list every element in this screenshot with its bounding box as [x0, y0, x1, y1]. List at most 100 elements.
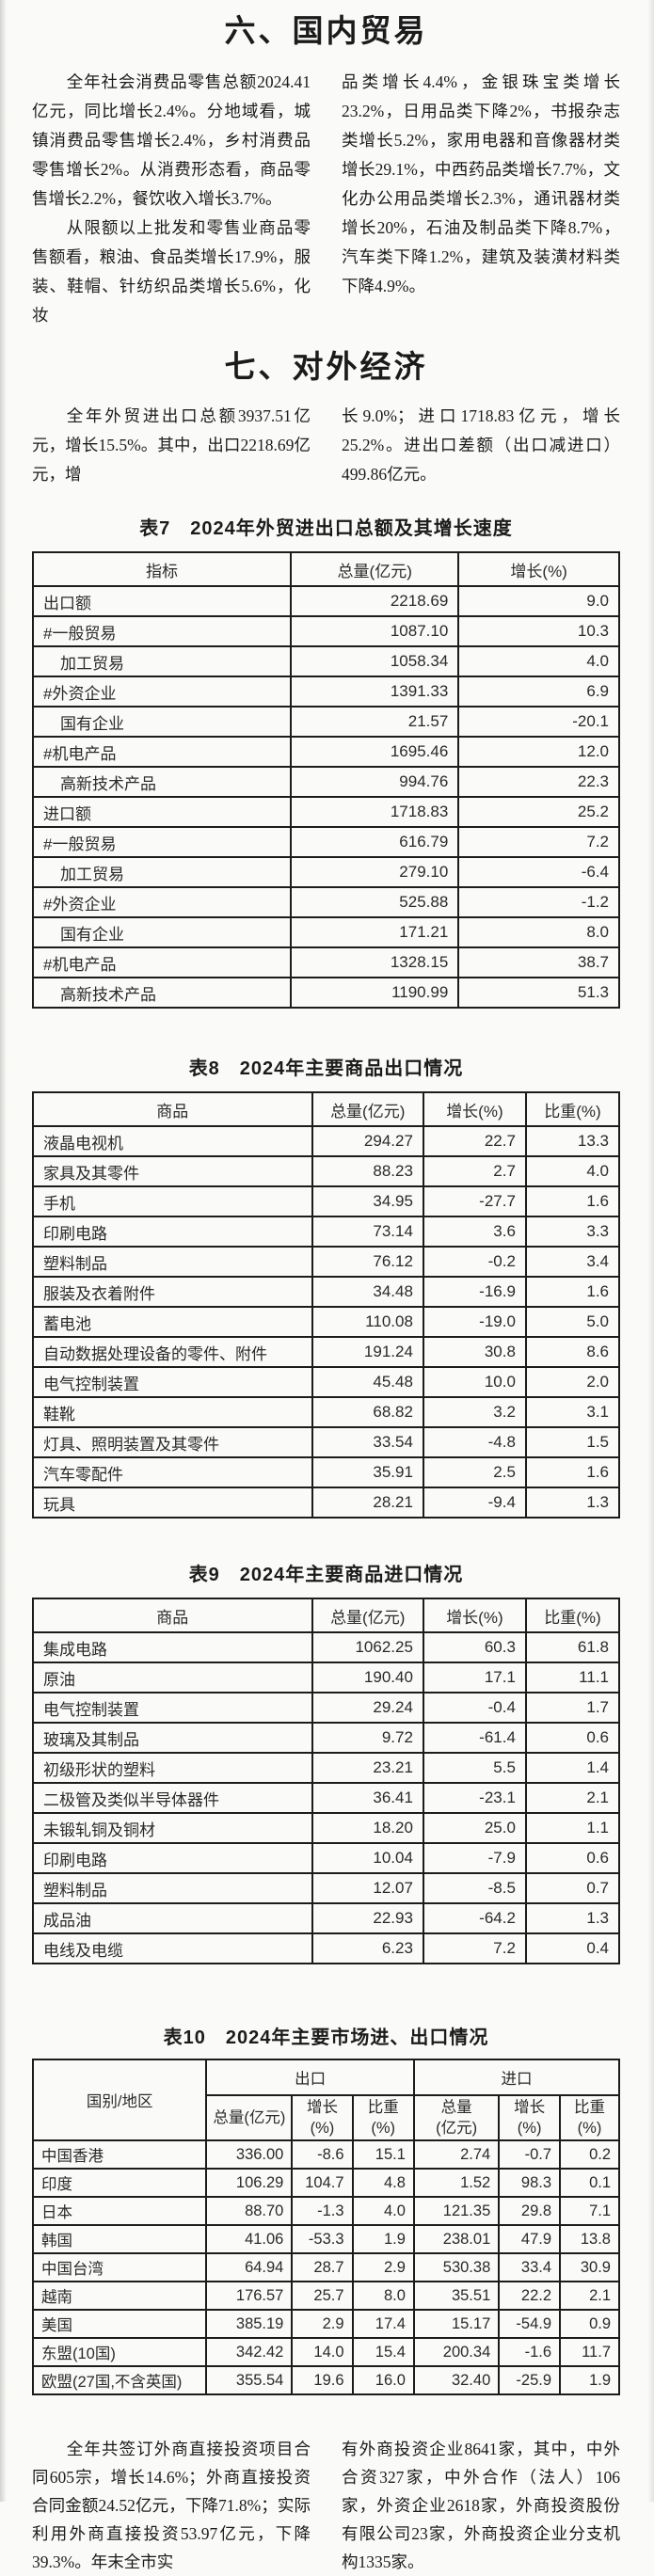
row-label-cell: 集成电路: [32, 1631, 313, 1663]
value-cell: 110.08: [311, 1306, 424, 1338]
table-row: #外资企业 525.88 -1.2: [31, 886, 620, 918]
value-cell: 176.57: [205, 2281, 294, 2311]
value-cell: -8.5: [422, 1872, 527, 1904]
value-cell: 13.3: [524, 1125, 621, 1157]
row-label-cell: 加工贸易: [31, 856, 293, 888]
row-label-cell: 未锻轧铜及铜材: [32, 1812, 313, 1844]
value-cell: 5.0: [524, 1306, 621, 1338]
value-cell: 4.0: [457, 645, 620, 677]
value-cell: 22.7: [422, 1125, 527, 1157]
value-cell: 25.0: [422, 1812, 527, 1844]
foreign-investment-text-block: 全年共签订外商直接投资项目合同605宗，增长14.6%；外商直接投资合同金额24…: [32, 2435, 620, 2576]
value-cell: 7.2: [422, 1932, 527, 1964]
table-row: #外资企业 1391.33 6.9: [31, 676, 620, 708]
value-cell: 76.12: [311, 1246, 424, 1278]
table-row: #一般贸易 616.79 7.2: [31, 826, 620, 858]
value-cell: 3.1: [524, 1396, 621, 1428]
value-cell: -0.2: [422, 1246, 527, 1278]
value-cell: 0.2: [559, 2139, 620, 2170]
value-cell: -27.7: [422, 1185, 527, 1217]
value-cell: 1.6: [524, 1276, 621, 1308]
row-label-cell: 自动数据处理设备的零件、附件: [32, 1336, 313, 1368]
value-cell: 6.23: [311, 1932, 424, 1964]
table-row: 进口额 1718.83 25.2: [31, 796, 620, 828]
header-country-region: 国别/地区: [31, 2059, 208, 2141]
row-label-cell: #一般贸易: [31, 615, 293, 647]
value-cell: 530.38: [412, 2252, 501, 2282]
section-heading-domestic-trade: 六、国内贸易: [224, 15, 428, 49]
value-cell: 13.8: [559, 2224, 620, 2254]
paragraph: 品类增长4.4%，金银珠宝类增长23.2%，日用品类下降2%，书报杂志类增长5.…: [342, 72, 620, 295]
value-cell: 2.74: [412, 2139, 501, 2170]
table-row: 加工贸易 1058.34 4.0: [31, 645, 620, 677]
value-cell: 616.79: [290, 826, 460, 858]
table-row: 加工贸易 279.10 -6.4: [31, 856, 620, 888]
value-cell: 88.23: [311, 1155, 424, 1187]
row-label-cell: 鞋靴: [32, 1396, 313, 1428]
row-label-cell: 玻璃及其制品: [32, 1722, 313, 1754]
value-cell: 1391.33: [290, 676, 460, 708]
value-cell: 1062.25: [311, 1631, 424, 1663]
header-export-share: 比重 (%): [351, 2094, 415, 2141]
value-cell: 35.91: [311, 1456, 424, 1488]
value-cell: 1.6: [524, 1456, 621, 1488]
value-cell: -54.9: [498, 2309, 562, 2339]
table-row: #机电产品 1328.15 38.7: [31, 946, 620, 978]
value-cell: 1.5: [524, 1426, 621, 1458]
table-row: 电气控制装置 29.24 -0.4 1.7: [32, 1692, 621, 1724]
table-row: 印刷电路 73.14 3.6 3.3: [32, 1216, 621, 1248]
paragraph: 全年外贸进出口总额3937.51亿元，增长15.5%。其中，出口2218.69亿…: [32, 406, 311, 484]
table-row: 国有企业 171.21 8.0: [31, 916, 620, 948]
value-cell: 191.24: [311, 1336, 424, 1368]
header-commodity: 商品: [32, 1091, 313, 1127]
value-cell: 32.40: [412, 2365, 501, 2395]
value-cell: 1.52: [412, 2168, 501, 2198]
value-cell: 2.1: [524, 1782, 621, 1814]
value-cell: 8.6: [524, 1336, 621, 1368]
value-cell: 4.0: [351, 2196, 415, 2226]
value-cell: 3.4: [524, 1246, 621, 1278]
value-cell: 106.29: [205, 2168, 294, 2198]
value-cell: 21.57: [290, 706, 460, 738]
value-cell: 11.7: [559, 2337, 620, 2367]
table-row: 电气控制装置 45.48 10.0 2.0: [32, 1366, 621, 1398]
value-cell: 355.54: [205, 2365, 294, 2395]
row-label-cell: #机电产品: [31, 736, 293, 768]
header-share: 比重(%): [524, 1598, 621, 1633]
value-cell: 1718.83: [290, 796, 460, 828]
value-cell: -64.2: [422, 1902, 527, 1934]
value-cell: -53.3: [291, 2224, 354, 2254]
table-row: 手机 34.95 -27.7 1.6: [32, 1185, 621, 1217]
value-cell: 342.42: [205, 2337, 294, 2367]
table-row: 印度 106.29 104.7 4.8 1.52 98.3 0.1: [31, 2168, 620, 2198]
row-label-cell: 进口额: [31, 796, 293, 828]
row-label-cell: 服装及衣着附件: [32, 1276, 313, 1308]
table-group-header-row: 国别/地区 出口 进口: [31, 2059, 621, 2141]
table-row: 初级形状的塑料 23.21 5.5 1.4: [32, 1752, 621, 1784]
value-cell: 16.0: [351, 2365, 415, 2395]
row-label-cell: 印度: [31, 2168, 208, 2198]
text-column-left: 全年社会消费品零售总额2024.41亿元，同比增长2.4%。分地域看，城镇消费品…: [32, 68, 311, 330]
value-cell: 3.6: [422, 1216, 527, 1248]
table-row: 高新技术产品 994.76 22.3: [31, 766, 620, 798]
value-cell: 29.8: [498, 2196, 562, 2226]
table-row: 灯具、照明装置及其零件 33.54 -4.8 1.5: [32, 1426, 621, 1458]
value-cell: 2.9: [351, 2252, 415, 2282]
value-cell: 22.93: [311, 1902, 424, 1934]
value-cell: 33.54: [311, 1426, 424, 1458]
row-label-cell: 原油: [32, 1662, 313, 1693]
header-growth: 增长(%): [422, 1091, 527, 1127]
row-label-cell: 国有企业: [31, 706, 293, 738]
row-label-cell: 灯具、照明装置及其零件: [32, 1426, 313, 1458]
value-cell: 23.21: [311, 1752, 424, 1784]
table-row: 塑料制品 12.07 -8.5 0.7: [32, 1872, 621, 1904]
table-row: 中国台湾 64.94 28.7 2.9 530.38 33.4 30.9: [31, 2252, 620, 2282]
row-label-cell: 塑料制品: [32, 1872, 313, 1904]
table9-title: 表9 2024年主要商品进口情况: [188, 1565, 464, 1585]
paragraph: 长9.0%；进口1718.83亿元，增长25.2%。进出口差额（出口减进口）49…: [342, 406, 620, 484]
value-cell: 0.1: [559, 2168, 620, 2198]
table9-main-imports: 商品 总量(亿元) 增长(%) 比重(%) 集成电路 1062.25 60.3 61.…: [32, 1598, 621, 1964]
value-cell: 1087.10: [290, 615, 460, 647]
section-heading-foreign-economy: 七、对外经济: [224, 351, 428, 385]
value-cell: 33.4: [498, 2252, 562, 2282]
